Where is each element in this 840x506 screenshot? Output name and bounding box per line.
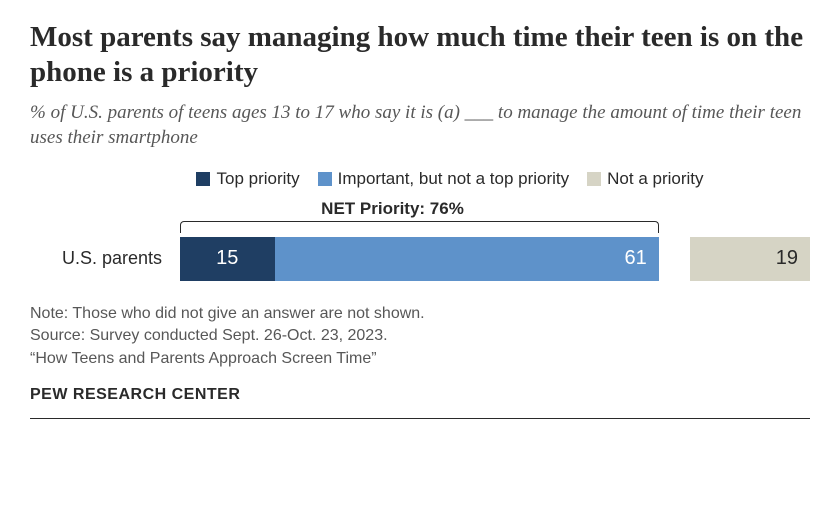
swatch-icon: [587, 172, 601, 186]
segment-value: 61: [613, 247, 659, 270]
swatch-icon: [318, 172, 332, 186]
legend-label: Important, but not a top priority: [338, 169, 570, 189]
bar-gap: [659, 237, 691, 281]
segment-value: 15: [204, 247, 250, 270]
legend: Top priority Important, but not a top pr…: [90, 169, 810, 189]
segment-value: 19: [764, 247, 810, 270]
row-label: U.S. parents: [30, 248, 162, 269]
bar-segment-not-priority: 19: [690, 237, 810, 281]
source-org: PEW RESEARCH CENTER: [30, 386, 810, 404]
bottom-rule: [30, 418, 810, 419]
chart-row: U.S. parents 15 61 19: [30, 237, 810, 281]
note-line: Source: Survey conducted Sept. 26-Oct. 2…: [30, 325, 810, 347]
chart-subtitle: % of U.S. parents of teens ages 13 to 17…: [30, 100, 810, 151]
note-line: Note: Those who did not give an answer a…: [30, 303, 810, 325]
net-bracket-wrap: [180, 221, 810, 235]
footnotes: Note: Those who did not give an answer a…: [30, 303, 810, 370]
stacked-bar: 15 61 19: [180, 237, 810, 281]
note-line: “How Teens and Parents Approach Screen T…: [30, 348, 810, 370]
bar-segment-top-priority: 15: [180, 237, 275, 281]
legend-label: Top priority: [216, 169, 299, 189]
legend-item: Important, but not a top priority: [318, 169, 570, 189]
bar-segment-important: 61: [275, 237, 659, 281]
net-bracket-icon: [180, 221, 659, 233]
legend-item: Not a priority: [587, 169, 703, 189]
legend-label: Not a priority: [607, 169, 703, 189]
net-priority-label: NET Priority: 76%: [90, 199, 810, 219]
legend-item: Top priority: [196, 169, 299, 189]
swatch-icon: [196, 172, 210, 186]
chart-title: Most parents say managing how much time …: [30, 20, 810, 90]
